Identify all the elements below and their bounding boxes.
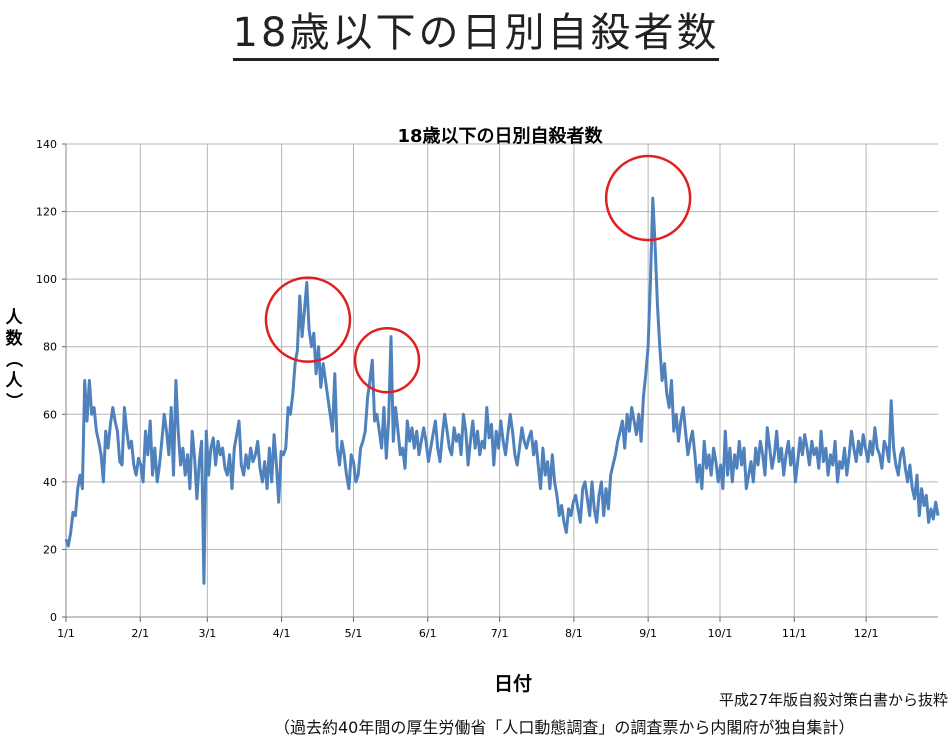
y-tick-label: 40 <box>43 476 57 489</box>
x-tick-label: 5/1 <box>345 627 363 640</box>
highlight-circle <box>353 326 421 394</box>
y-tick-label: 140 <box>36 138 57 151</box>
x-tick-label: 3/1 <box>198 627 216 640</box>
x-tick-label: 6/1 <box>419 627 437 640</box>
x-tick-label: 11/1 <box>782 627 807 640</box>
y-axis-label-char: 人 <box>6 371 24 391</box>
x-tick-label: 2/1 <box>131 627 149 640</box>
slide-title-text: 18歳以下の日別自殺者数 <box>232 10 720 61</box>
y-tick-label: 60 <box>43 408 57 421</box>
x-tick-label: 8/1 <box>565 627 583 640</box>
x-tick-label: 1/1 <box>57 627 75 640</box>
source-citation: 平成27年版自殺対策白書から抜粋 <box>718 691 948 709</box>
x-tick-label: 9/1 <box>639 627 657 640</box>
y-tick-label: 120 <box>36 206 57 219</box>
x-tick-label: 4/1 <box>273 627 291 640</box>
y-tick-label: 0 <box>50 611 57 624</box>
chart-axes <box>62 143 938 622</box>
y-axis-label-char: ） <box>3 393 24 410</box>
x-tick-label: 12/1 <box>854 627 879 640</box>
highlight-circles <box>264 154 692 394</box>
y-tick-label: 100 <box>36 273 57 286</box>
x-axis-label: 日付 <box>494 672 532 695</box>
x-tick-label: 10/1 <box>708 627 733 640</box>
y-tick-label: 80 <box>43 341 57 354</box>
chart-grid <box>66 143 938 617</box>
series-line <box>64 196 940 585</box>
footnote: （過去約40年間の厚生労働省「人口動態調査」の調査票から内閣府が独自集計） <box>274 718 855 737</box>
highlight-circle <box>264 276 352 363</box>
y-axis-label-char: 数 <box>6 328 24 349</box>
y-axis-label: 人数（人） <box>3 308 24 410</box>
y-tick-label: 20 <box>43 543 57 556</box>
highlight-circle <box>604 154 692 242</box>
y-axis-label-char: 人 <box>6 308 24 328</box>
chart-title: 18歳以下の日別自殺者数 <box>397 125 603 147</box>
y-axis-label-char: （ <box>3 351 24 368</box>
tick-labels: 0 20 40 60 80 100 120 140 1/1 2/1 3/1 4/1 5/1 6/1 7/1 8… <box>36 138 878 640</box>
slide-title: 18歳以下の日別自殺者数 <box>0 10 952 61</box>
x-tick-label: 7/1 <box>491 627 509 640</box>
